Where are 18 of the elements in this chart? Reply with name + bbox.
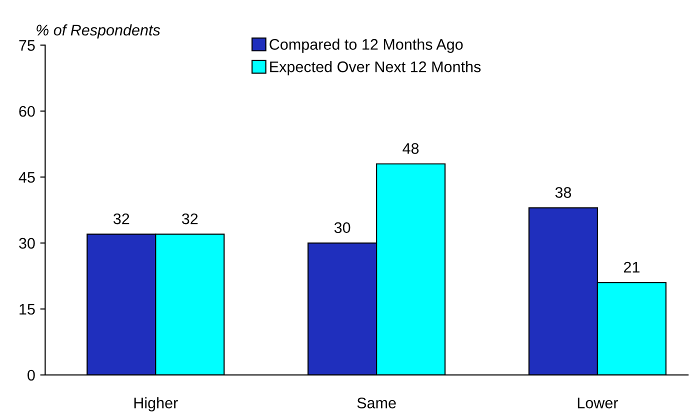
x-tick-label: Lower	[578, 398, 618, 408]
y-axis-title: % of Respondents	[36, 24, 160, 39]
data-label: 30	[334, 222, 350, 234]
y-tick-label: 30	[19, 238, 35, 249]
legend-label: Expected Over Next 12 Months	[270, 61, 481, 76]
data-label: 48	[402, 143, 419, 154]
x-tick-label: Same	[357, 398, 396, 408]
legend-label: Compared to 12 Months Ago	[270, 38, 463, 53]
data-label: 32	[182, 213, 198, 224]
data-label: 21	[624, 262, 640, 272]
x-tick-label: Higher	[134, 397, 178, 412]
y-tick-label: 0	[28, 370, 35, 381]
y-tick-label: 15	[20, 304, 35, 315]
data-label: 38	[555, 187, 572, 198]
y-tick-label: 45	[18, 172, 35, 183]
y-tick-label: 75	[19, 40, 35, 51]
y-tick-label: 60	[19, 106, 35, 117]
data-label: 32	[113, 213, 130, 224]
